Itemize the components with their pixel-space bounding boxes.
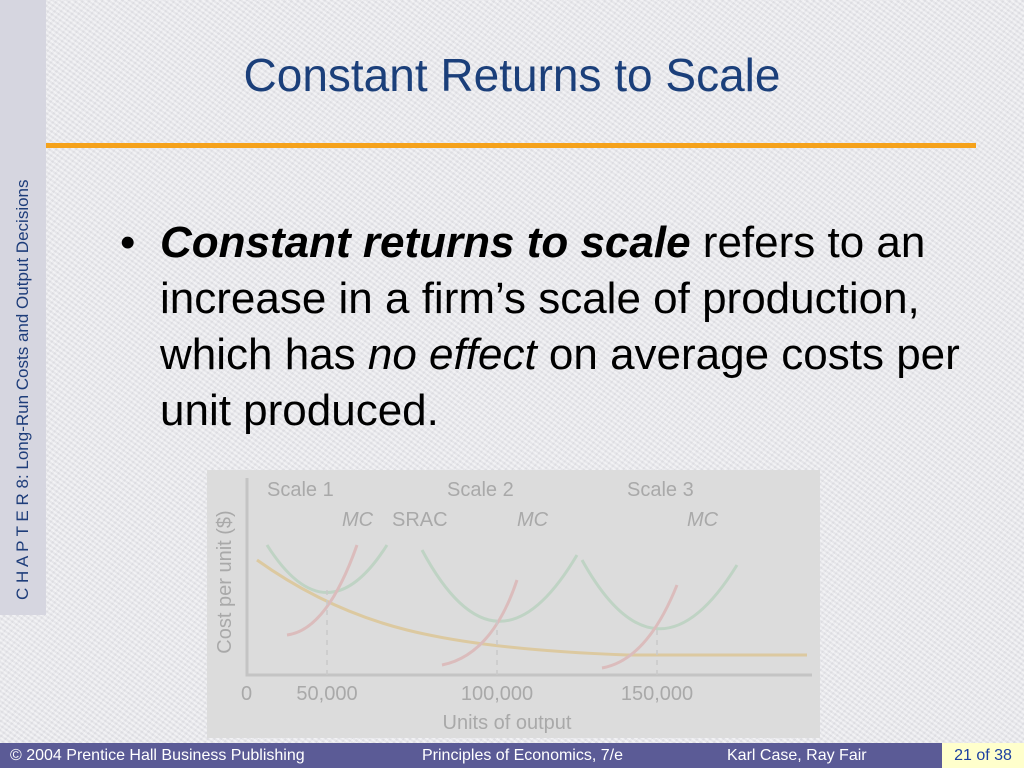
lrac-curve: [256, 558, 807, 657]
text-part-2: on average costs per unit produced.: [160, 330, 960, 435]
tick-0: 0: [241, 683, 252, 705]
background-chart-image: Cost per unit ($) Scale 1 Scale 2 Scale …: [207, 470, 820, 738]
srac3-curve: [580, 559, 739, 631]
footer-copyright: © 2004 Prentice Hall Business Publishing: [10, 747, 305, 764]
footer-authors: Karl Case, Ray Fair: [727, 747, 867, 764]
tick-50000: 50,000: [296, 683, 357, 705]
bullet-item: • Constant returns to scale refers to an…: [120, 215, 960, 439]
footer: © 2004 Prentice Hall Business Publishing…: [0, 743, 1024, 768]
srac-label: SRAC: [392, 509, 448, 531]
defined-term: Constant returns to scale: [160, 218, 691, 267]
dashed-guides: [326, 590, 658, 675]
srac1-curve: [265, 544, 389, 594]
title-divider: [46, 143, 976, 148]
bullet-text: Constant returns to scale refers to an i…: [160, 215, 960, 439]
chapter-label: C H A P T E R 8: Long-Run Costs and Outp…: [13, 179, 32, 600]
mc3-curve: [601, 584, 679, 670]
page-number: 21 of 38: [942, 743, 1024, 768]
x-axis-label: Units of output: [443, 712, 572, 734]
bullet-marker: •: [120, 218, 136, 267]
srac2-curve: [420, 549, 579, 623]
scale1-label: Scale 1: [267, 479, 334, 501]
scale2-label: Scale 2: [447, 479, 514, 501]
tick-100000: 100,000: [461, 683, 533, 705]
footer-book-title: Principles of Economics, 7/e: [422, 747, 623, 764]
mc2-curve: [441, 579, 519, 667]
mc1-label: MC: [342, 509, 374, 531]
mc1-curve: [286, 544, 359, 637]
tick-150000: 150,000: [621, 683, 693, 705]
y-axis-label: Cost per unit ($): [214, 510, 236, 653]
text-part-1: refers to an increase in a firm’s scale …: [160, 218, 926, 379]
mc2-label: MC: [517, 509, 549, 531]
mc3-label: MC: [687, 509, 719, 531]
emphasis-text: no effect: [367, 330, 537, 379]
faded-cost-curves: Cost per unit ($) Scale 1 Scale 2 Scale …: [214, 478, 812, 734]
slide-title: Constant Returns to Scale: [243, 49, 781, 101]
axes: [245, 478, 812, 677]
chapter-sidebar: C H A P T E R 8: Long-Run Costs and Outp…: [0, 0, 46, 615]
scale3-label: Scale 3: [627, 479, 694, 501]
